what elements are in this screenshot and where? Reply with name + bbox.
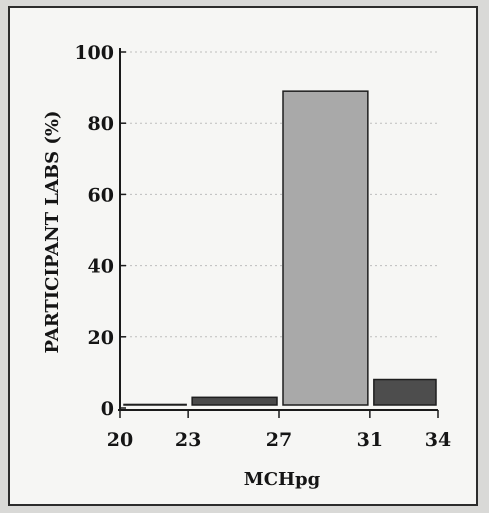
bar-31-34 [373, 378, 437, 406]
y-tick-label-0: 0 [101, 398, 114, 420]
axes [118, 48, 439, 418]
chart-frame [8, 6, 478, 506]
x-tick-label-31: 31 [357, 429, 383, 451]
bars [123, 90, 437, 406]
y-tick-label-100: 100 [74, 42, 114, 64]
y-tick-labels: 0 20 40 60 80 100 [74, 42, 114, 420]
bar-27-31 [282, 90, 369, 406]
x-tick-label-20: 20 [107, 429, 133, 451]
y-axis-title: PARTICIPANT LABS (%) [42, 111, 63, 354]
y-tick-label-40: 40 [88, 256, 114, 278]
bar-23-27 [191, 396, 278, 406]
y-tick-label-80: 80 [88, 113, 114, 135]
x-axis-title: MCHpg [244, 469, 321, 490]
x-tick-labels: 20 23 27 31 34 [107, 429, 451, 451]
y-tick-label-60: 60 [88, 184, 114, 206]
x-tick-label-34: 34 [425, 429, 451, 451]
bar-20-23 [123, 403, 187, 406]
grid-lines [120, 51, 438, 338]
x-tick-label-27: 27 [266, 429, 292, 451]
x-tick-label-23: 23 [175, 429, 201, 451]
y-tick-label-20: 20 [88, 327, 114, 349]
